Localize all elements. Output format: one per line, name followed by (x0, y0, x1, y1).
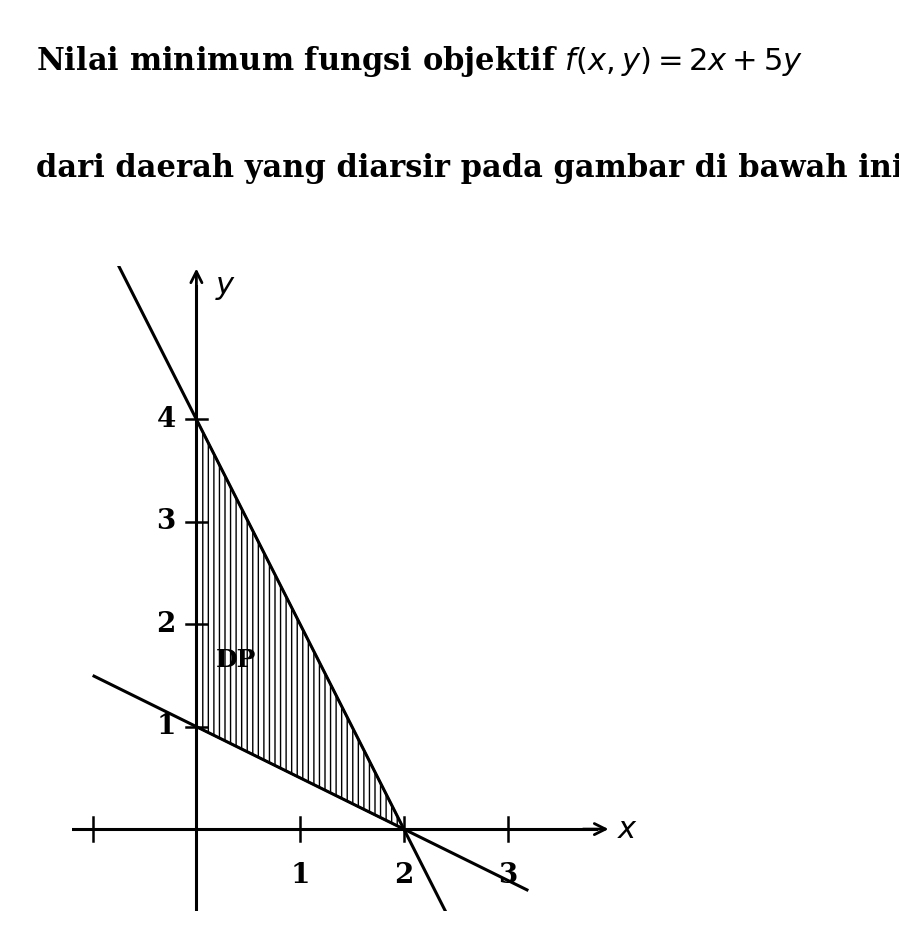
Text: 1: 1 (156, 713, 175, 740)
Text: dari daerah yang diarsir pada gambar di bawah ini adalah ...: dari daerah yang diarsir pada gambar di … (36, 153, 899, 184)
Text: DP: DP (216, 648, 256, 672)
Text: 4: 4 (156, 406, 175, 433)
Text: 2: 2 (156, 611, 175, 638)
Text: 3: 3 (156, 509, 175, 535)
Text: Nilai minimum fungsi objektif $f(x,y) = 2x + 5y$: Nilai minimum fungsi objektif $f(x,y) = … (36, 45, 803, 80)
Text: 1: 1 (290, 862, 310, 889)
Text: 3: 3 (498, 862, 517, 889)
Text: $x$: $x$ (617, 813, 637, 845)
Text: $y$: $y$ (215, 270, 236, 302)
Text: 2: 2 (394, 862, 414, 889)
